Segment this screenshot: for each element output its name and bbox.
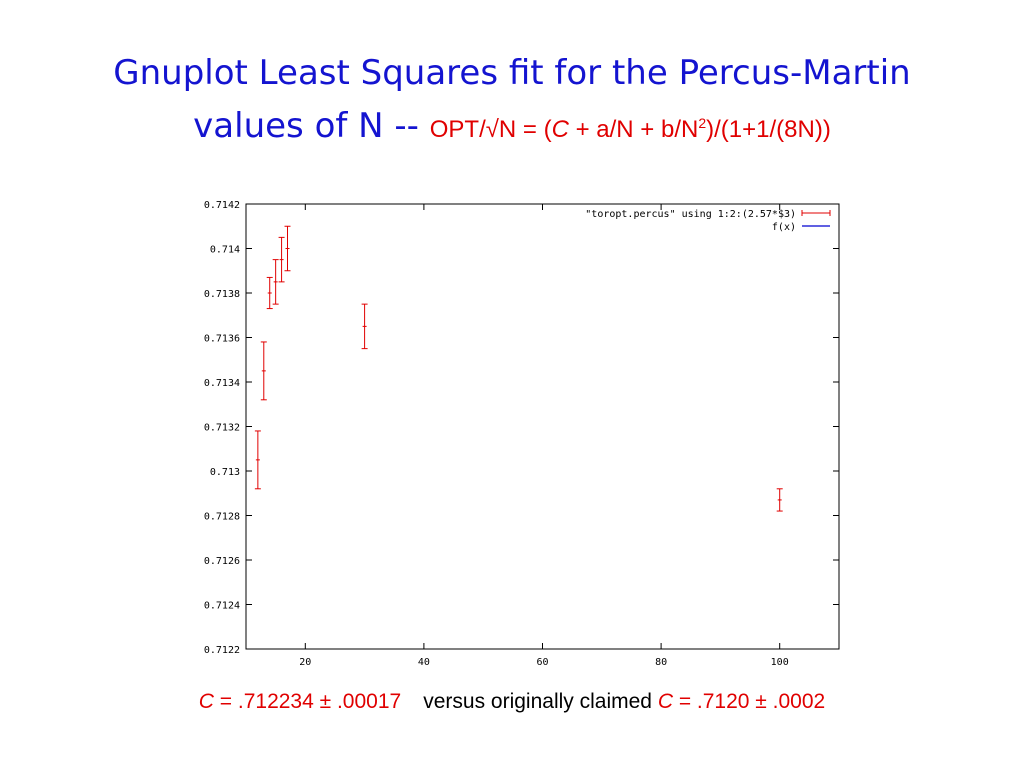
comparison-text: versus originally claimed	[423, 690, 658, 713]
y-tick-labels: 0.7122 0.7124 0.7126 0.7128 0.713 0.7132 0.713…	[204, 200, 240, 656]
claimed-var: C	[657, 690, 673, 713]
error-bar-point	[278, 236, 285, 283]
fit-chart: 20 40 60 80 100 0.71220.71240.71260.71280.71…	[204, 200, 840, 668]
y-tick-label: 0.7138	[204, 289, 240, 300]
error-bar-point	[776, 488, 783, 512]
formula-part-2: + a/N + b/N	[568, 116, 699, 143]
fit-formula: OPT/√N = (C + a/N + b/N2)/(1+1/(8N))	[429, 115, 831, 143]
title-line-2: values of N -- OPT/√N = (C + a/N + b/N2)…	[0, 98, 1024, 155]
error-bar-point	[266, 276, 273, 310]
y-tick-label: 0.7136	[204, 334, 240, 345]
x-tick-label: 80	[655, 657, 667, 668]
slide-title: Gnuplot Least Squares fit for the Percus…	[0, 48, 1024, 155]
title-line-2-text: values of N --	[193, 106, 430, 146]
error-bar-point	[260, 341, 267, 401]
formula-exponent: 2	[698, 115, 707, 131]
fitted-value: C = .712234 ± .00017	[199, 690, 401, 713]
error-bar-point	[272, 259, 279, 305]
result-caption: C = .712234 ± .00017 versus originally cl…	[0, 690, 1024, 714]
fitted-rest: = .712234 ± .00017	[213, 690, 402, 713]
y-tick-label: 0.713	[210, 467, 240, 478]
y-tick-label: 0.7122	[204, 645, 240, 656]
error-bar-point	[284, 225, 291, 272]
formula-var: C	[551, 116, 569, 143]
claimed-rest: = .7120 ± .0002	[672, 690, 826, 713]
legend-label-data: "toropt.percus" using 1:2:(2.57*$3)	[585, 209, 796, 220]
title-line-1: Gnuplot Least Squares fit for the Percus…	[113, 53, 911, 93]
error-bar-point	[361, 303, 368, 350]
axis-ticks	[246, 203, 839, 650]
formula-part-1: OPT/√N = (	[429, 116, 552, 143]
y-tick-label: 0.7124	[204, 601, 240, 612]
y-tick-label: 0.7128	[204, 512, 240, 523]
y-tick-label: 0.714	[210, 245, 240, 256]
y-tick-label: 0.7142	[204, 200, 240, 211]
claimed-value: C = .7120 ± .0002	[658, 690, 825, 713]
error-bar-point	[254, 430, 261, 490]
x-tick-label: 20	[299, 657, 311, 668]
x-tick-label: 40	[418, 657, 430, 668]
formula-part-3: )/(1+1/(8N))	[706, 116, 831, 143]
y-tick-label: 0.7134	[204, 378, 240, 389]
fitted-var: C	[198, 690, 214, 713]
x-tick-label: 100	[771, 657, 789, 668]
y-tick-label: 0.7132	[204, 423, 240, 434]
error-bar-points	[254, 225, 783, 512]
x-tick-labels: 20 40 60 80 100	[299, 657, 788, 668]
x-tick-label: 60	[536, 657, 548, 668]
plot-frame	[245, 203, 840, 650]
legend-label-fit: f(x)	[772, 222, 796, 233]
y-tick-label: 0.7126	[204, 556, 240, 567]
legend: "toropt.percus" using 1:2:(2.57*$3) f(x)	[585, 209, 831, 233]
